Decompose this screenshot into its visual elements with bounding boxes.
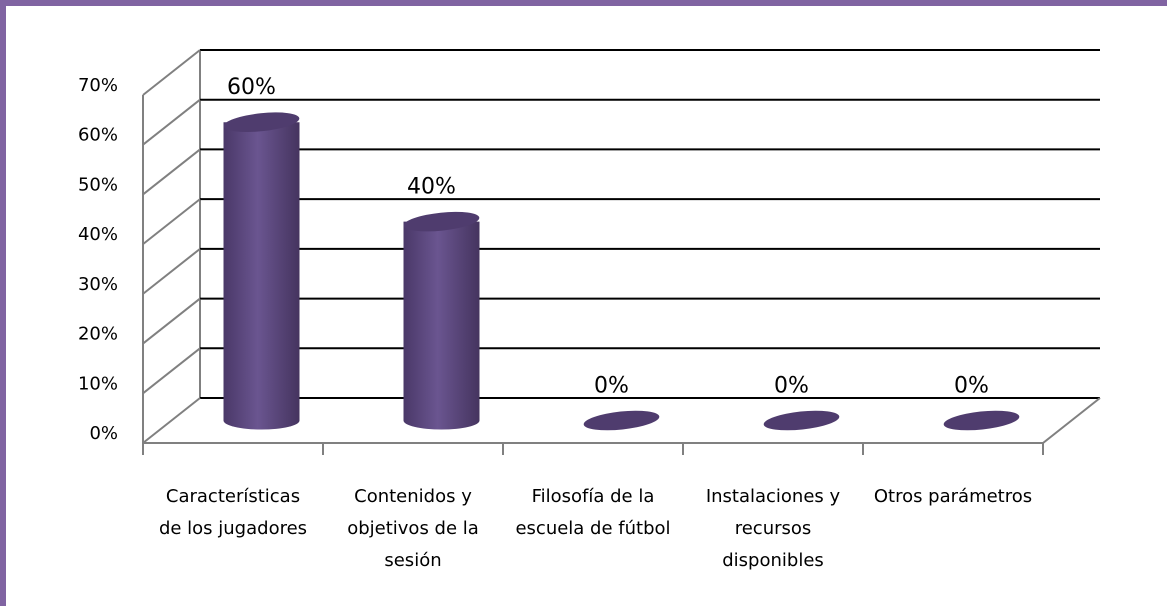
y-tick-label: 70%	[78, 75, 118, 96]
y-tick-label: 30%	[78, 274, 118, 295]
grid-line-side	[142, 397, 201, 444]
bar-body	[403, 221, 480, 430]
y-tick-label: 20%	[78, 324, 118, 345]
x-tick-label: Filosofía de la escuela de fútbol	[515, 486, 670, 539]
y-tick-label: 0%	[89, 423, 118, 444]
data-label: 0%	[954, 374, 989, 399]
x-tick-label: Otros parámetros	[874, 486, 1032, 507]
grid-line-side	[142, 248, 201, 295]
bar	[583, 410, 660, 431]
grid-line-side	[142, 198, 201, 245]
x-tick-label: Instalaciones y recursos disponibles	[706, 486, 841, 571]
bar	[943, 410, 1020, 431]
bar-top	[943, 410, 1020, 431]
data-label: 40%	[407, 175, 456, 200]
grid-line-side	[142, 347, 201, 395]
bar-top	[763, 410, 840, 431]
bar	[403, 211, 480, 430]
x-tick-label: Contenidos y objetivos de la sesión	[347, 486, 479, 571]
bar	[223, 112, 300, 430]
bar-body	[223, 122, 300, 430]
bar-top	[403, 211, 480, 232]
y-tick-label: 60%	[78, 125, 118, 146]
grid-line-side	[142, 148, 201, 196]
grid-line-side	[142, 49, 201, 96]
grid-line-side	[142, 297, 201, 345]
bar-top	[583, 410, 660, 431]
y-tick-label: 40%	[78, 224, 118, 245]
bar-top	[223, 112, 300, 133]
bar	[763, 410, 840, 431]
data-label: 60%	[227, 75, 276, 100]
x-tick-label: Características de los jugadores	[159, 486, 307, 539]
y-tick-label: 50%	[78, 174, 118, 195]
grid-line-side	[142, 98, 201, 146]
data-label: 0%	[594, 374, 629, 399]
data-label: 0%	[774, 374, 809, 399]
y-tick-label: 10%	[78, 373, 118, 394]
